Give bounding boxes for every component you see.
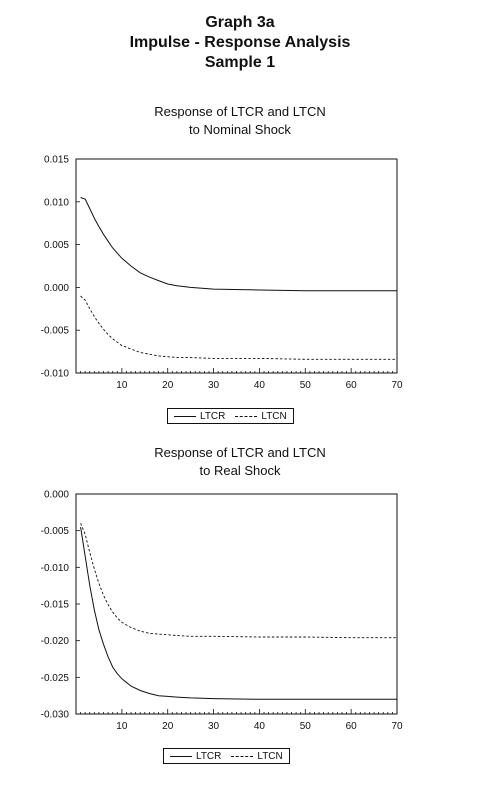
- y-tick-label: 0.010: [44, 197, 69, 208]
- legend-label-ltcr: LTCR: [200, 410, 226, 422]
- legend-solid-swatch: [174, 415, 196, 417]
- x-tick-label: 60: [346, 721, 358, 732]
- y-tick-label: 0.015: [44, 155, 69, 166]
- x-tick-label: 10: [116, 721, 128, 732]
- x-tick-label: 30: [208, 380, 220, 391]
- x-tick-label: 70: [391, 380, 403, 391]
- x-tick-label: 50: [300, 721, 312, 732]
- chart-real-shock: 10 20 30 40 50 60 70 0.000 -0.005 -0.010 -0.015 -0.…: [41, 490, 403, 733]
- y-tick-label: 0.000: [44, 283, 69, 294]
- legend-label-ltcn: LTCN: [257, 750, 283, 762]
- legend-dashed-swatch: [235, 415, 258, 417]
- x-tick-label: 50: [300, 380, 312, 391]
- series-line-ltcr: [80, 197, 397, 292]
- x-tick-label: 20: [162, 721, 174, 732]
- x-tick-label: 40: [254, 380, 266, 391]
- chart1-title-line1: Response of LTCR and LTCN: [154, 104, 326, 119]
- x-tick-label: 30: [208, 721, 220, 732]
- chart1-legend: LTCR LTCN: [167, 408, 294, 424]
- chart-nominal-shock: 10 20 30 40 50 60 70 0.015 0.010 0.005 0.000 -0.005…: [41, 155, 403, 392]
- y-tick-label: -0.005: [41, 326, 70, 337]
- y-tick-label: -0.010: [41, 563, 70, 574]
- x-tick-label: 20: [162, 380, 174, 391]
- y-tick-label: 0.005: [44, 240, 69, 251]
- y-tick-label: 0.000: [44, 490, 69, 501]
- legend-dashed-swatch: [231, 755, 254, 757]
- x-tick-label: 40: [254, 721, 266, 732]
- legend-label-ltcn: LTCN: [261, 410, 287, 422]
- series-line-ltcr: [80, 526, 397, 700]
- page-title-line3: Sample 1: [204, 54, 276, 71]
- chart2-legend: LTCR LTCN: [163, 748, 290, 764]
- series-line-ltcn: [80, 295, 397, 360]
- y-tick-label: -0.020: [41, 636, 70, 647]
- legend-solid-swatch: [170, 755, 192, 757]
- plot-frame: [75, 158, 398, 374]
- chart2-title-line1: Response of LTCR and LTCN: [154, 445, 326, 460]
- y-tick-label: -0.025: [41, 673, 70, 684]
- y-tick-label: -0.030: [41, 710, 70, 721]
- x-tick-label: 10: [116, 380, 128, 391]
- series-line-ltcn: [80, 523, 397, 639]
- x-tick-label: 70: [391, 721, 403, 732]
- page-title-line1: Graph 3a: [205, 14, 275, 31]
- y-tick-label: -0.015: [41, 600, 70, 611]
- page-title-line2: Impulse - Response Analysis: [129, 34, 351, 51]
- x-tick-label: 60: [346, 380, 358, 391]
- chart1-title-line2: to Nominal Shock: [189, 122, 291, 137]
- y-tick-label: -0.005: [41, 526, 70, 537]
- legend-label-ltcr: LTCR: [196, 750, 222, 762]
- y-tick-label: -0.010: [41, 369, 70, 380]
- chart2-title-line2: to Real Shock: [199, 463, 281, 478]
